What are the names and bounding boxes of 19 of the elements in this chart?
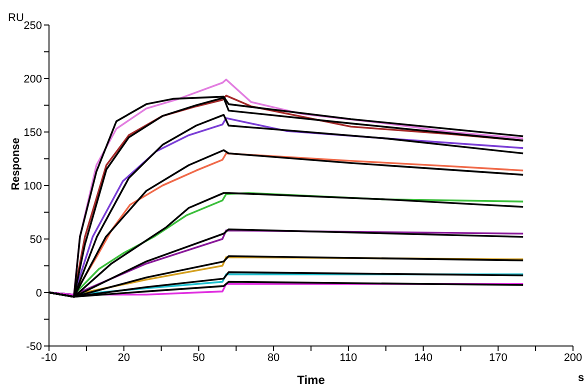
x-tick-label: 50 — [192, 352, 205, 364]
y-tick-label: -50 — [26, 340, 42, 353]
x-tick-label: -10 — [41, 352, 57, 364]
text: RU — [8, 12, 24, 24]
x-tick-label: 170 — [488, 352, 508, 364]
x-tick-label: 200 — [564, 352, 582, 364]
text: s — [578, 372, 584, 384]
y-tick-label: 0 — [36, 287, 42, 300]
y-axis-title: Response — [10, 136, 22, 192]
y-tick-label: 250 — [24, 20, 42, 32]
y-tick-label: 100 — [24, 180, 42, 192]
x-tick-label: 80 — [267, 352, 280, 364]
x-tick-label: 110 — [340, 352, 358, 364]
y-tick-label: 150 — [24, 126, 42, 139]
x-tick-label: 20 — [118, 352, 130, 364]
x-axis-title: Time — [297, 373, 326, 387]
y-tick-label: 200 — [24, 73, 42, 86]
x-tick-label: 140 — [414, 352, 432, 364]
y-tick-label: 50 — [30, 234, 42, 246]
